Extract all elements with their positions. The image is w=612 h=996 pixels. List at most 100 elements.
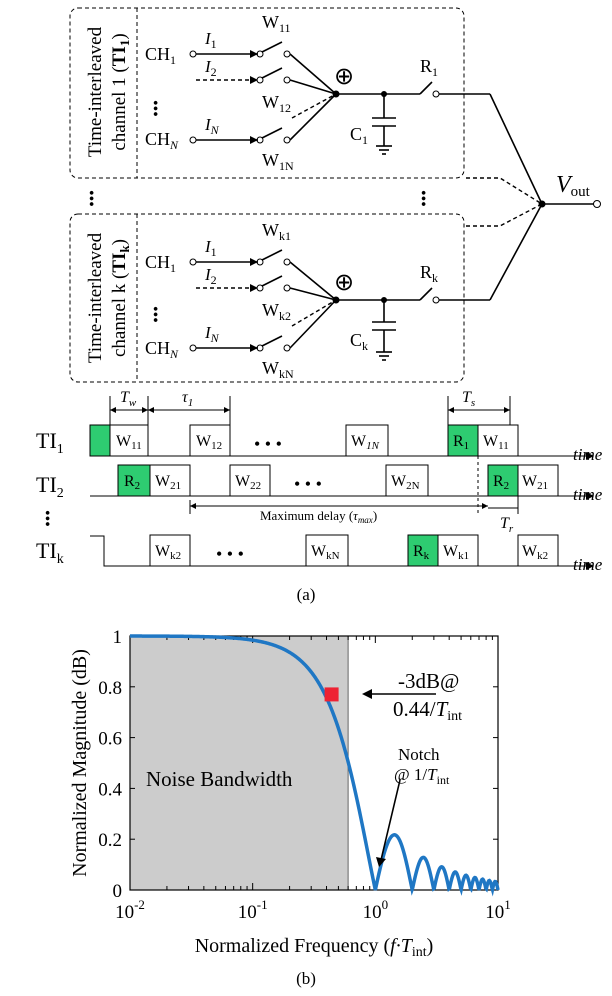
ti2-time-label: time bbox=[573, 485, 603, 504]
block-k-i2-label: I2 bbox=[204, 265, 217, 287]
ti2-pulse-r2-repeat bbox=[487, 464, 519, 497]
block-k-res-label: Rk bbox=[420, 262, 438, 285]
ti1-pulse-w11-repeat-label: W11 bbox=[483, 433, 509, 452]
block-k-i1-label: I1 bbox=[204, 237, 217, 259]
block-1-in-label: IN bbox=[204, 115, 220, 137]
block-k-label-line1: Time-interleaved bbox=[85, 232, 106, 363]
block-k-wk2-label: Wk2 bbox=[262, 300, 291, 323]
block-k-frame bbox=[69, 213, 465, 383]
tik-pulse-wk1 bbox=[437, 534, 479, 567]
ti1-pulse-w12-label: W12 bbox=[196, 433, 222, 452]
block-1-vertical-dots: ••• bbox=[146, 100, 163, 117]
tik-pulse-wkn bbox=[305, 534, 349, 567]
timing-diagram: Tw τ1 Ts TI1 W11 W12 • • • W1N R1 W11 ti… bbox=[36, 389, 603, 604]
between-blocks-dots-left: ••• bbox=[82, 190, 99, 207]
ti1-pulse-r1 bbox=[447, 424, 479, 457]
tik-pulse-wk2-repeat-label: Wk2 bbox=[522, 543, 548, 562]
block-k-wkn-label: WkN bbox=[262, 358, 294, 381]
x-tick-label: 100 bbox=[363, 897, 389, 923]
ti1-pulse-w11-repeat bbox=[477, 424, 519, 457]
notch-annotation-line1: Notch bbox=[398, 745, 440, 764]
ti2-pulse-r2-label: R2 bbox=[124, 473, 140, 492]
block-k-wk1-label: Wk1 bbox=[262, 220, 291, 243]
magnitude-curve bbox=[130, 634, 500, 897]
block-k-cap-label: Ck bbox=[350, 330, 368, 353]
minus-3db-marker bbox=[324, 687, 339, 702]
block-1-chn-label: CHN bbox=[145, 129, 179, 152]
tik-pulse-wkn-label: WkN bbox=[311, 543, 340, 562]
y-tick-label: 0.6 bbox=[98, 729, 122, 750]
block-k-chn-label: CHN bbox=[145, 338, 179, 361]
tik-pulse-wk1-label: Wk1 bbox=[443, 543, 469, 562]
block-1-w11-label: W11 bbox=[262, 12, 291, 35]
notch-annotation-line2: @ 1/Tint bbox=[394, 765, 450, 787]
block-1-w1n-label: W1N bbox=[262, 150, 294, 173]
caption-b: (b) bbox=[296, 969, 316, 988]
tau1-label: τ1 bbox=[182, 389, 193, 409]
row-ti2-label: TI2 bbox=[36, 472, 64, 501]
block-1-frame bbox=[69, 7, 465, 179]
y-tick-label: 0 bbox=[113, 881, 123, 902]
ti2-pulse-w21-repeat bbox=[517, 464, 559, 497]
y-axis-label: Normalized Magnitude (dB) bbox=[69, 649, 91, 877]
noise-bandwidth-shade bbox=[129, 635, 349, 891]
dashed-wire-lower bbox=[466, 203, 543, 227]
channel-block-k: Time-interleaved channel k (TIk) CH1 I1 … bbox=[69, 203, 543, 383]
tik-pulse-rk-label: Rk bbox=[413, 543, 430, 562]
y-tick-label: 1 bbox=[113, 627, 123, 648]
ti1-pulse-reset-start bbox=[89, 424, 111, 457]
ti2-pulse-w21 bbox=[149, 464, 191, 497]
tik-pulse-wk2-repeat bbox=[517, 534, 559, 567]
block-1-label-line1: Time-interleaved bbox=[85, 26, 106, 157]
ti2-pulse-r2-repeat-label: R2 bbox=[493, 473, 509, 492]
ti2-pulse-w21-repeat-label: W21 bbox=[522, 473, 548, 492]
minus-3db-annotation-line1: -3dB@ bbox=[398, 669, 459, 693]
block-1-i2-label: I2 bbox=[204, 57, 217, 79]
noise-bandwidth-label: Noise Bandwidth bbox=[146, 767, 293, 791]
y-tick-label: 0.8 bbox=[98, 678, 122, 699]
block-k-ch1-label: CH1 bbox=[145, 252, 176, 275]
ti1-time-label: time bbox=[573, 445, 603, 464]
block-1-w12-label: W12 bbox=[262, 92, 291, 115]
magnitude-plot: 0 0.2 0.4 0.6 0.8 1 10-2 10-1 100 101 Noise Band… bbox=[69, 627, 511, 988]
ti1-pulse-r1-label: R1 bbox=[453, 433, 469, 452]
ti2-pulse-w22 bbox=[229, 464, 271, 497]
block-k-label-line2: channel k (TIk) bbox=[109, 239, 132, 357]
ti1-pulse-w11-label: W11 bbox=[116, 433, 142, 452]
ti2-pulse-w2n bbox=[385, 464, 429, 497]
caption-a: (a) bbox=[297, 585, 316, 604]
x-axis-label: Normalized Frequency (f·Tint) bbox=[195, 935, 434, 960]
plot-frame bbox=[129, 635, 499, 891]
block-1-label-line2: channel 1 (TI1) bbox=[109, 33, 132, 150]
ti1-pulse-w1n-label: W1N bbox=[351, 433, 380, 452]
tik-time-label: time bbox=[573, 555, 603, 574]
x-tick-label: 10-2 bbox=[115, 897, 145, 923]
ts-label: Ts bbox=[462, 389, 475, 409]
ti1-pulse-w1n bbox=[345, 424, 389, 457]
block-1-sum-symbol: ⊕ bbox=[334, 64, 354, 90]
y-tick-label: 0.4 bbox=[98, 779, 122, 800]
x-tick-label: 101 bbox=[485, 897, 511, 923]
block-1-i1-label: I1 bbox=[204, 29, 217, 51]
x-tick-label: 10-1 bbox=[238, 897, 268, 923]
vout-label: Vout bbox=[556, 172, 591, 200]
ti2-pulse-w22-label: W22 bbox=[235, 473, 261, 492]
block-k-sum-symbol: ⊕ bbox=[334, 270, 354, 296]
tik-pulse-wk2-label: Wk2 bbox=[155, 543, 181, 562]
block-1-cap-label: C1 bbox=[350, 124, 368, 147]
tw-label: Tw bbox=[120, 389, 137, 409]
between-blocks-dots-right: ••• bbox=[414, 190, 431, 207]
dashed-wire-upper bbox=[466, 177, 543, 205]
channel-block-1: Time-interleaved channel 1 (TI1) CH1 I1 … bbox=[69, 7, 543, 205]
max-delay-label: Maximum delay (τmax) bbox=[260, 508, 377, 525]
block-1-res-label: R1 bbox=[420, 56, 438, 79]
ti2-pulse-r2 bbox=[117, 464, 151, 497]
ti1-pulse-w12 bbox=[189, 424, 231, 457]
ti1-pulse-w11 bbox=[109, 424, 149, 457]
block-1-ch1-label: CH1 bbox=[145, 44, 176, 67]
ti2-pulse-w2n-label: W2N bbox=[391, 473, 420, 492]
block-k-vertical-dots: ••• bbox=[146, 306, 163, 323]
y-tick-label: 0.2 bbox=[98, 830, 122, 851]
ti2-pulse-w21-label: W21 bbox=[155, 473, 181, 492]
